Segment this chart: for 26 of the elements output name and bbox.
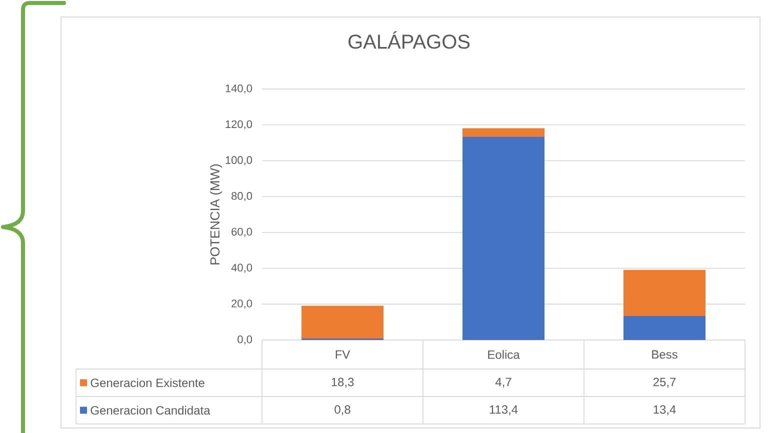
data-label: 113,4: [490, 405, 518, 416]
y-tick-label: 100,0: [226, 156, 252, 166]
legend-label: Generacion Candidata: [90, 406, 210, 415]
y-tick-label: 60,0: [232, 228, 252, 237]
y-tick-label: 140,0: [226, 84, 252, 94]
y-tick-label: 0,0: [238, 335, 252, 345]
bar: [302, 306, 384, 339]
bar: [623, 316, 706, 340]
x-tick-label: Eolica: [488, 350, 520, 359]
legend-label: Generacion Existente: [90, 378, 204, 388]
data-label: 0,8: [334, 405, 350, 416]
y-tick-label: 40,0: [231, 264, 252, 273]
data-label: 4,7: [495, 378, 512, 388]
chart-title: GALÁPAGOS: [348, 31, 470, 49]
x-tick-label: Bess: [652, 350, 678, 359]
data-label: 18,3: [332, 378, 354, 388]
bar: [623, 270, 706, 316]
x-tick-label: FV: [336, 350, 350, 359]
data-label: 25,7: [653, 378, 676, 388]
y-axis-title: POTENCIA (MW): [210, 164, 222, 264]
data-label: 13,4: [654, 405, 676, 416]
bar: [462, 128, 544, 137]
y-tick-label: 80,0: [232, 192, 252, 202]
bar: [462, 136, 544, 340]
y-tick-label: 120,0: [226, 120, 252, 130]
y-tick-label: 20,0: [232, 300, 252, 309]
